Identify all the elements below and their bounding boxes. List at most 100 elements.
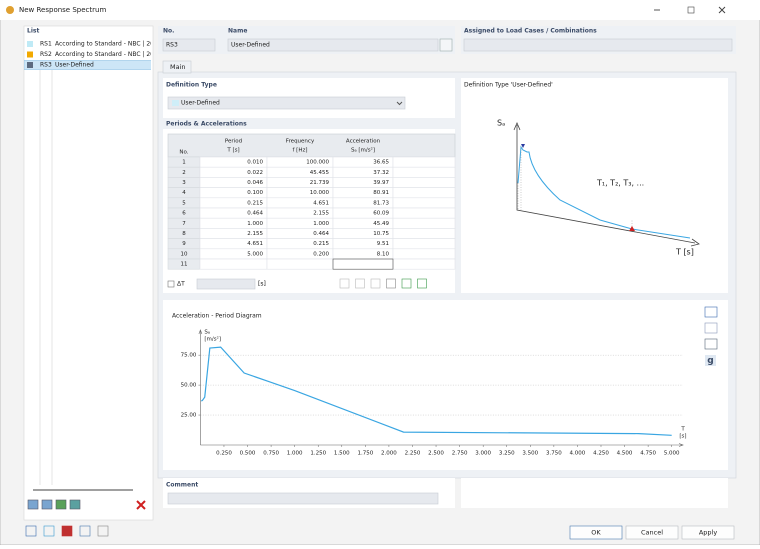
definition-select[interactable] — [167, 96, 406, 110]
dialog-button[interactable] — [569, 525, 623, 540]
cell-value: 1.000 — [247, 221, 263, 227]
y-tick-label: 25.00 — [181, 413, 197, 419]
x-tick-label: 3.500 — [522, 451, 538, 457]
x-tick-label: 5.000 — [664, 451, 680, 457]
cell-value: 8.10 — [377, 251, 390, 257]
cell-value: 2.155 — [247, 231, 263, 237]
chart-tool-button[interactable] — [704, 306, 718, 318]
table-cell[interactable] — [199, 258, 268, 270]
dialog-button[interactable] — [681, 525, 735, 540]
table-tool-button[interactable] — [417, 278, 427, 289]
row-number: 5 — [182, 200, 186, 206]
cell-value: 21.739 — [310, 180, 330, 186]
comment-input[interactable] — [167, 492, 439, 505]
list-item-icon — [27, 41, 33, 47]
preview-panel — [461, 78, 728, 293]
chart-title: Acceleration - Period Diagram — [172, 313, 262, 320]
table-tool-button[interactable] — [370, 278, 381, 289]
assigned-label: Assigned to Load Cases / Combinations — [464, 28, 597, 35]
cell-value: 5.000 — [247, 251, 263, 257]
delete-button[interactable] — [136, 500, 146, 510]
x-tick-label: 3.250 — [499, 451, 515, 457]
cell-value: 9.51 — [377, 241, 389, 247]
chart-g-button[interactable] — [705, 355, 716, 366]
column-header: Sₐ [m/s²] — [351, 147, 375, 154]
table-cell[interactable] — [392, 228, 456, 239]
table-cell[interactable] — [392, 238, 456, 250]
list-tool-button[interactable] — [69, 499, 81, 510]
chart-tool-button[interactable] — [704, 338, 718, 350]
table-cell[interactable] — [392, 177, 456, 188]
x-tick-label: 3.000 — [475, 451, 491, 457]
table-tool-button[interactable] — [386, 278, 396, 289]
table-cell[interactable] — [392, 156, 456, 168]
delta-spin[interactable] — [196, 278, 256, 290]
footer-tool-button[interactable] — [61, 525, 73, 537]
cell-value: 81.73 — [373, 200, 389, 206]
table-cell[interactable] — [392, 197, 456, 209]
column-header: No. — [179, 150, 188, 156]
cell-value: 0.010 — [247, 160, 263, 166]
row-number: 1 — [182, 160, 186, 166]
main-tab[interactable] — [162, 60, 192, 74]
list-tool-button[interactable] — [41, 499, 53, 510]
maximize-button[interactable] — [687, 6, 695, 14]
list-tool-button[interactable] — [55, 499, 67, 510]
x-tick-label: 0.250 — [216, 451, 232, 457]
delta-checkbox[interactable] — [167, 280, 175, 288]
table-cell[interactable] — [266, 258, 334, 270]
cell-value: 45.455 — [310, 170, 330, 176]
preview-y-label: Sₐ — [497, 119, 505, 128]
table-cell[interactable] — [392, 187, 456, 199]
row-number: 3 — [182, 180, 186, 186]
preview-marker — [521, 144, 525, 148]
no-value: RS3 — [166, 42, 178, 49]
table-tool-button[interactable] — [355, 278, 365, 289]
footer-tool-button[interactable] — [97, 525, 109, 537]
x-tick-label: 4.250 — [593, 451, 609, 457]
column-header: Frequency — [286, 139, 315, 145]
delta-label: ΔT — [177, 281, 185, 288]
table-cell[interactable] — [392, 258, 456, 270]
footer-tool-button[interactable] — [43, 525, 55, 537]
table-cell[interactable] — [392, 248, 456, 260]
footer-tool-button[interactable] — [25, 525, 37, 537]
x-tick-label: 1.750 — [357, 451, 373, 457]
table-cell[interactable] — [392, 217, 456, 229]
column-header: Acceleration — [346, 139, 381, 145]
cell-value: 1.000 — [313, 221, 329, 227]
row-number: 8 — [182, 231, 186, 237]
cell-value: 4.651 — [313, 200, 329, 206]
table-tool-button[interactable] — [339, 278, 350, 289]
y-axis-unit: [m/s²] — [204, 336, 221, 343]
table-cell[interactable] — [392, 207, 456, 219]
row-number: 11 — [181, 262, 188, 268]
dialog-button[interactable] — [625, 525, 679, 540]
list-item-id[interactable]: RS2 — [40, 51, 52, 58]
list-tool-button[interactable] — [27, 499, 39, 510]
table-cell[interactable] — [332, 258, 394, 270]
name-edit-button[interactable] — [439, 38, 453, 52]
list-item-id[interactable]: RS3 — [40, 62, 52, 69]
row-number: 4 — [182, 190, 186, 196]
preview-title: Definition Type 'User-Defined' — [464, 82, 553, 89]
chart-tool-button[interactable] — [704, 322, 718, 334]
footer-tool-button[interactable] — [79, 525, 91, 537]
close-button[interactable] — [718, 6, 726, 14]
row-number: 10 — [181, 251, 188, 257]
list-item-label[interactable]: According to Standard - NBC | 20 — [55, 51, 154, 58]
x-tick-label: 1.250 — [310, 451, 326, 457]
list-item-id[interactable]: RS1 — [40, 41, 52, 48]
list-item-label[interactable]: According to Standard - NBC | 20 — [55, 41, 154, 48]
x-tick-label: 2.000 — [381, 451, 397, 457]
app-icon — [6, 6, 14, 14]
preview-marker — [629, 226, 635, 231]
preview-arrow — [690, 238, 700, 247]
table-cell[interactable] — [392, 166, 456, 178]
table-tool-button[interactable] — [401, 278, 412, 289]
cell-value: 80.91 — [373, 190, 389, 196]
list-item-label[interactable]: User-Defined — [55, 62, 94, 69]
definition-header: Definition Type — [166, 82, 217, 89]
